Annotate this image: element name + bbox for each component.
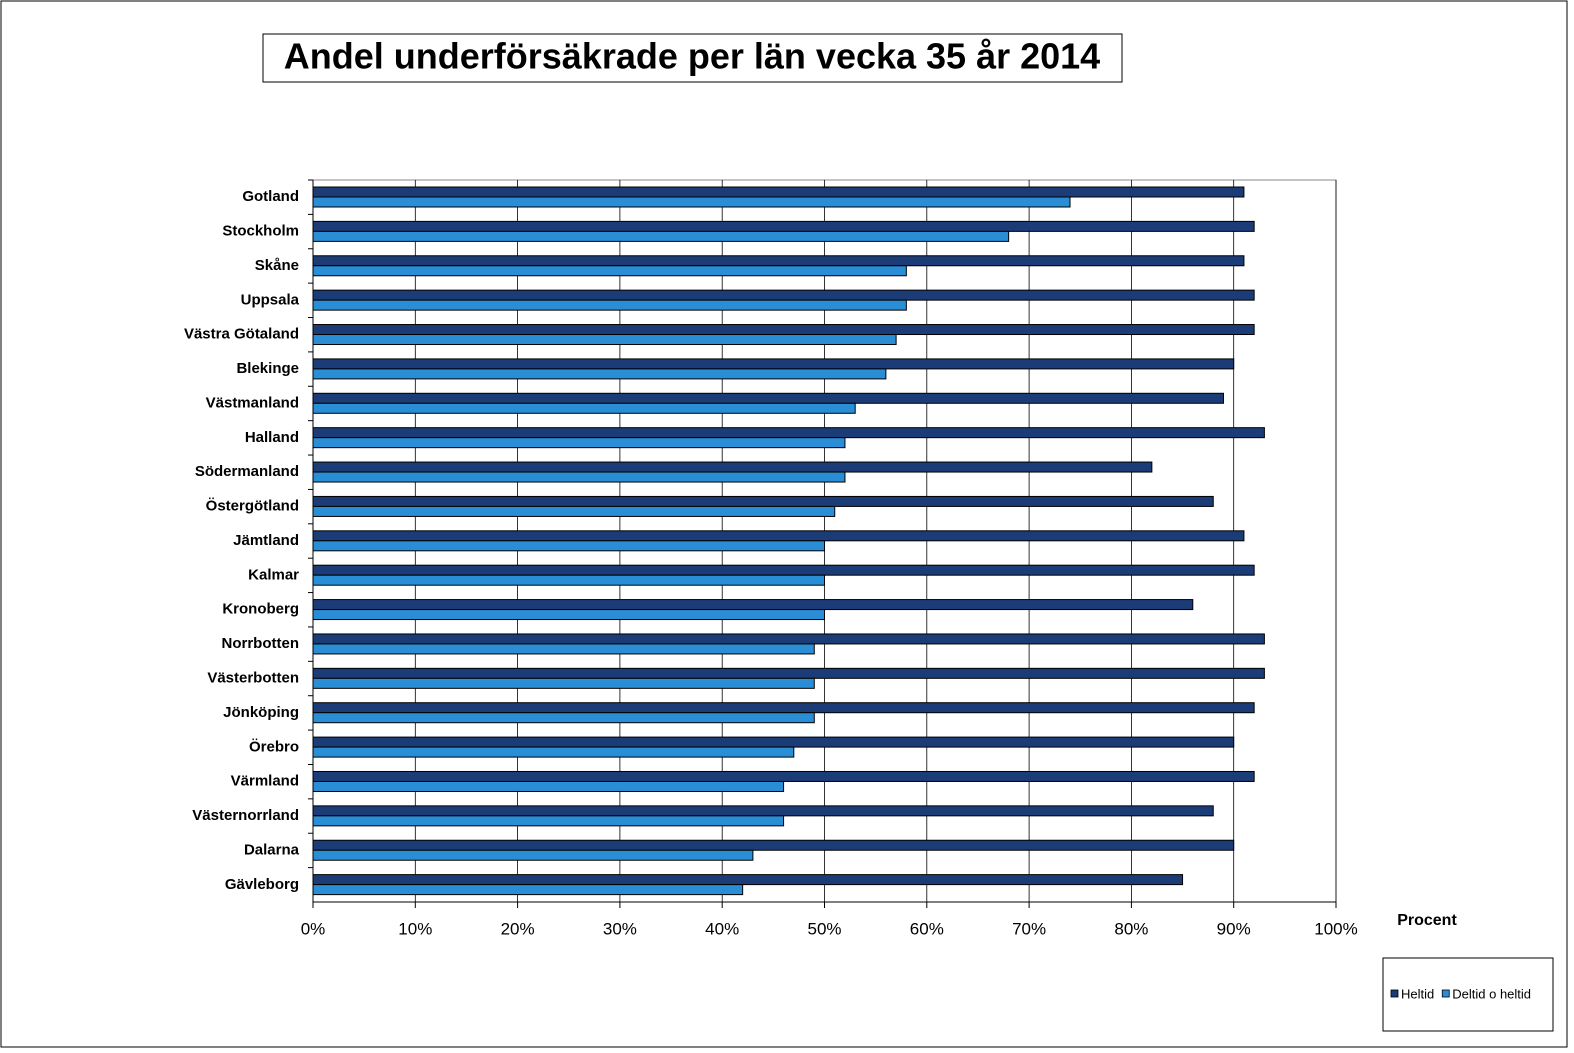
bar [312,230,1010,242]
bar [312,805,1214,817]
x-axis-label: Procent [1397,912,1457,929]
bar [312,574,825,586]
bar [312,289,1255,301]
bar [312,505,836,517]
y-tick-label: Västernorrland [192,807,299,824]
y-tick-label: Gotland [242,188,299,205]
x-tick-label: 30% [603,919,637,938]
title-box [262,33,1123,83]
y-tick-label: Gävleborg [225,876,299,893]
legend-swatch [1441,989,1450,998]
x-tick-label: 10% [398,919,432,938]
bar [312,495,1214,507]
y-tick-label: Örebro [249,738,299,755]
y-tick-label: Jönköping [223,704,299,721]
bar [312,186,1245,198]
y-tick-label: Dalarna [244,841,300,858]
x-tick-label: 80% [1114,919,1148,938]
bar [312,884,744,896]
bar [312,643,815,655]
bar [312,677,815,689]
legend-swatch [1390,989,1399,998]
bar [312,265,907,277]
bar [312,461,1153,473]
bar [312,299,907,311]
bar [312,874,1184,886]
bar [312,667,1265,679]
y-tick-label: Jämtland [233,532,299,549]
chart-title: Andel underförsäkrade per län vecka 35 å… [284,36,1100,77]
bar [312,815,785,827]
y-tick-label: Uppsala [241,291,300,308]
bar [312,770,1255,782]
y-tick-label: Kalmar [248,566,299,583]
x-tick-label: 0% [301,919,326,938]
bar [312,255,1245,267]
bar [312,392,1224,404]
bar [312,564,1255,576]
y-tick-label: Kronoberg [222,601,299,618]
bar [312,427,1265,439]
bar [312,220,1255,232]
bar [312,402,856,414]
y-tick-label: Stockholm [222,223,299,240]
y-tick-label: Halland [245,429,299,446]
y-tick-label: Skåne [255,257,299,274]
bar [312,540,825,552]
bar [312,599,1194,611]
bar [312,196,1071,208]
y-tick-label: Norrbotten [222,635,300,652]
bar [312,633,1265,645]
x-tick-label: 60% [910,919,944,938]
bar [312,849,754,861]
y-tick-label: Blekinge [236,360,299,377]
bar [312,324,1255,336]
legend-label: Deltid o heltid [1452,986,1531,1001]
y-tick-label: Västmanland [206,394,299,411]
y-tick-label: Östergötland [206,498,299,515]
bar [312,839,1235,851]
x-tick-label: 90% [1217,919,1251,938]
bar [312,368,887,380]
legend-label: Heltid [1401,986,1434,1001]
y-tick-label: Västra Götaland [184,326,299,343]
x-tick-label: 50% [807,919,841,938]
bar [312,471,846,483]
bar [312,712,815,724]
bar [312,746,795,758]
bar [312,736,1235,748]
y-tick-label: Värmland [231,773,299,790]
bar [312,780,785,792]
x-tick-label: 20% [501,919,535,938]
bar [312,702,1255,714]
x-tick-label: 40% [705,919,739,938]
bar [312,530,1245,542]
y-tick-label: Södermanland [195,463,299,480]
bar [312,609,825,621]
bar [312,358,1235,370]
legend-box [1382,957,1554,1032]
bar [312,437,846,449]
x-tick-label: 70% [1012,919,1046,938]
y-tick-label: Västerbotten [207,669,299,686]
x-tick-label: 100% [1314,919,1357,938]
bar [312,334,897,346]
